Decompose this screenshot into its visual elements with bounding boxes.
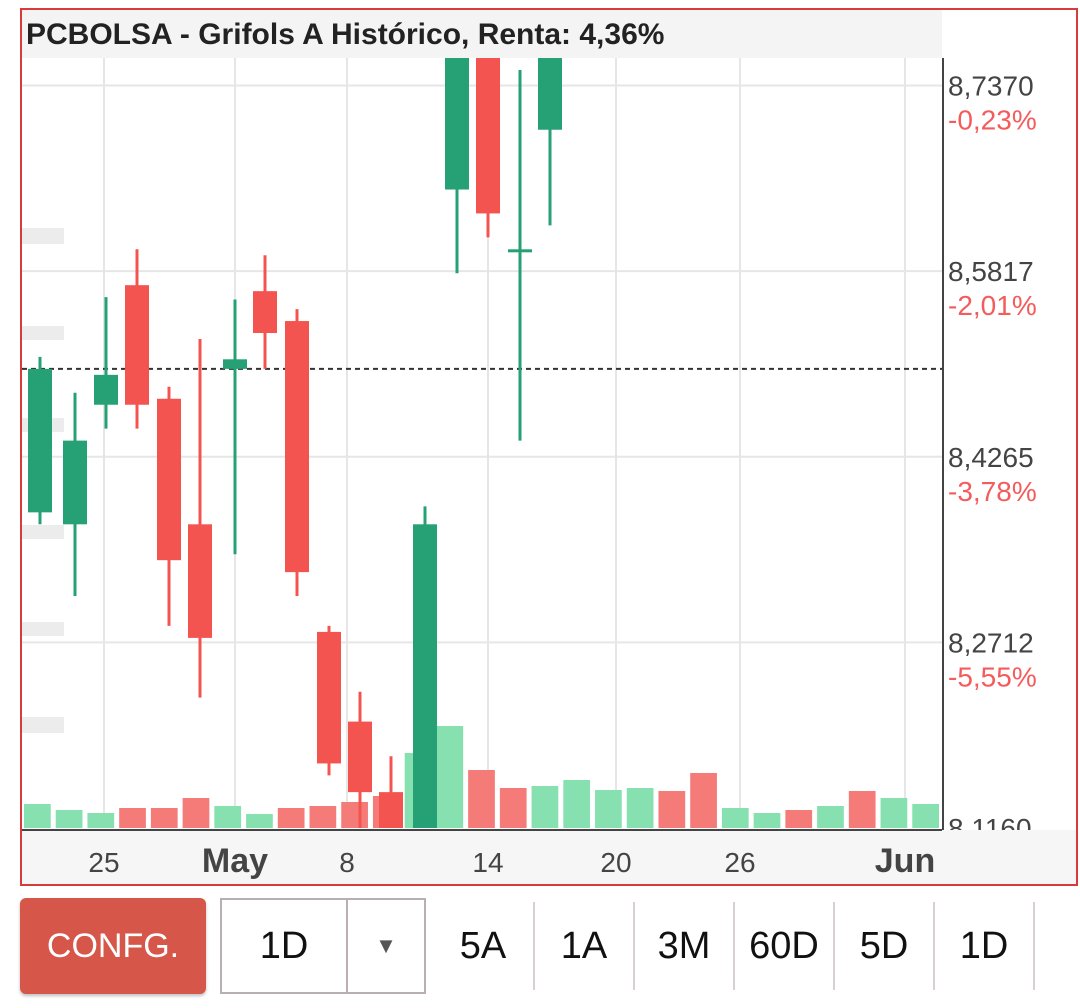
volume-bar — [182, 798, 210, 828]
faint-label-block — [22, 525, 64, 539]
faint-label-block — [22, 717, 64, 733]
volume-bar — [24, 804, 51, 828]
volume-bar — [848, 791, 876, 828]
candle-body — [476, 58, 500, 214]
candle-body — [28, 368, 52, 513]
candle-body — [413, 524, 437, 828]
range-button-5d[interactable]: 5D — [859, 924, 909, 967]
candle-body — [538, 58, 562, 130]
range-button-60d[interactable]: 60D — [749, 924, 819, 967]
candle-body — [188, 524, 212, 638]
volume-bar — [436, 726, 464, 828]
candle-body — [157, 398, 181, 561]
chart-panel[interactable] — [20, 8, 1078, 886]
title-bar — [22, 10, 942, 58]
volume-bar — [690, 773, 717, 828]
x-tick-label: 14 — [472, 847, 503, 878]
candle-body — [63, 440, 87, 525]
volume-bar — [626, 788, 654, 828]
y-tick-label: 8,7370 — [948, 71, 1034, 102]
volume-bar — [531, 786, 559, 828]
range-button-3m[interactable]: 3M — [657, 924, 711, 967]
candle-body — [253, 291, 277, 333]
y-tick-pct-label: -2,01% — [948, 290, 1037, 321]
volume-bar — [214, 806, 242, 828]
candle-body — [508, 249, 532, 253]
range-divider — [733, 902, 735, 990]
range-divider — [633, 902, 635, 990]
volume-bar — [880, 798, 908, 828]
x-tick-label: 26 — [724, 847, 755, 878]
x-axis-band — [22, 830, 1076, 884]
x-tick-label: 20 — [600, 847, 631, 878]
candle-body — [317, 631, 341, 764]
volume-bar — [563, 780, 591, 828]
y-tick-label: 8,4265 — [948, 442, 1034, 473]
volume-bar — [246, 814, 273, 828]
range-divider — [533, 902, 535, 990]
range-divider — [833, 902, 835, 990]
candle-body — [379, 792, 403, 828]
volume-bar — [595, 790, 622, 828]
interval-select-value: 1D — [222, 900, 348, 992]
volume-bar — [55, 810, 83, 828]
faint-label-block — [22, 622, 64, 636]
interval-select[interactable]: 1D ▼ — [220, 898, 426, 994]
candle-body — [125, 285, 149, 405]
volume-bar — [785, 810, 813, 828]
candle-body — [348, 721, 372, 793]
volume-bar — [658, 791, 686, 828]
faint-label-block — [22, 228, 64, 244]
chart-title: PCBOLSA - Grifols A Histórico, Renta: 4,… — [26, 18, 664, 51]
caret-down-icon[interactable]: ▼ — [375, 933, 397, 958]
candle-body — [445, 58, 469, 190]
volume-bar — [753, 813, 781, 828]
range-button-5a[interactable]: 5A — [459, 924, 507, 967]
volume-bar — [817, 806, 844, 828]
y-tick-pct-label: -5,55% — [948, 661, 1037, 692]
x-tick-label: 25 — [88, 847, 119, 878]
range-divider — [933, 902, 935, 990]
volume-bar — [87, 813, 115, 828]
volume-bar — [468, 770, 495, 828]
volume-bar — [277, 808, 305, 828]
volume-bar — [912, 804, 939, 828]
x-tick-label: 8 — [339, 847, 355, 878]
y-tick-pct-label: -0,23% — [948, 105, 1037, 136]
volume-bar — [309, 806, 337, 828]
y-tick-label: 8,2712 — [948, 627, 1034, 658]
volume-bar — [341, 802, 368, 828]
volume-bar — [721, 808, 749, 828]
candlestick-chart: PCBOLSA - Grifols A Histórico, Renta: 4,… — [22, 10, 1076, 884]
candle-body — [94, 374, 118, 405]
config-button[interactable]: CONFG. — [20, 898, 206, 994]
volume-bar — [499, 788, 527, 828]
y-tick-label: 8,5817 — [948, 256, 1034, 287]
faint-label-block — [22, 326, 64, 340]
range-button-1d[interactable]: 1D — [959, 924, 1009, 967]
range-divider — [1033, 902, 1035, 990]
x-tick-label: Jun — [875, 842, 935, 880]
volume-bar — [150, 808, 178, 828]
volume-bar — [119, 808, 146, 828]
candle-body — [285, 321, 309, 573]
candle-body — [223, 359, 247, 369]
x-tick-label: May — [202, 842, 268, 880]
y-tick-pct-label: -3,78% — [948, 476, 1037, 507]
range-button-1a[interactable]: 1A — [560, 924, 608, 967]
